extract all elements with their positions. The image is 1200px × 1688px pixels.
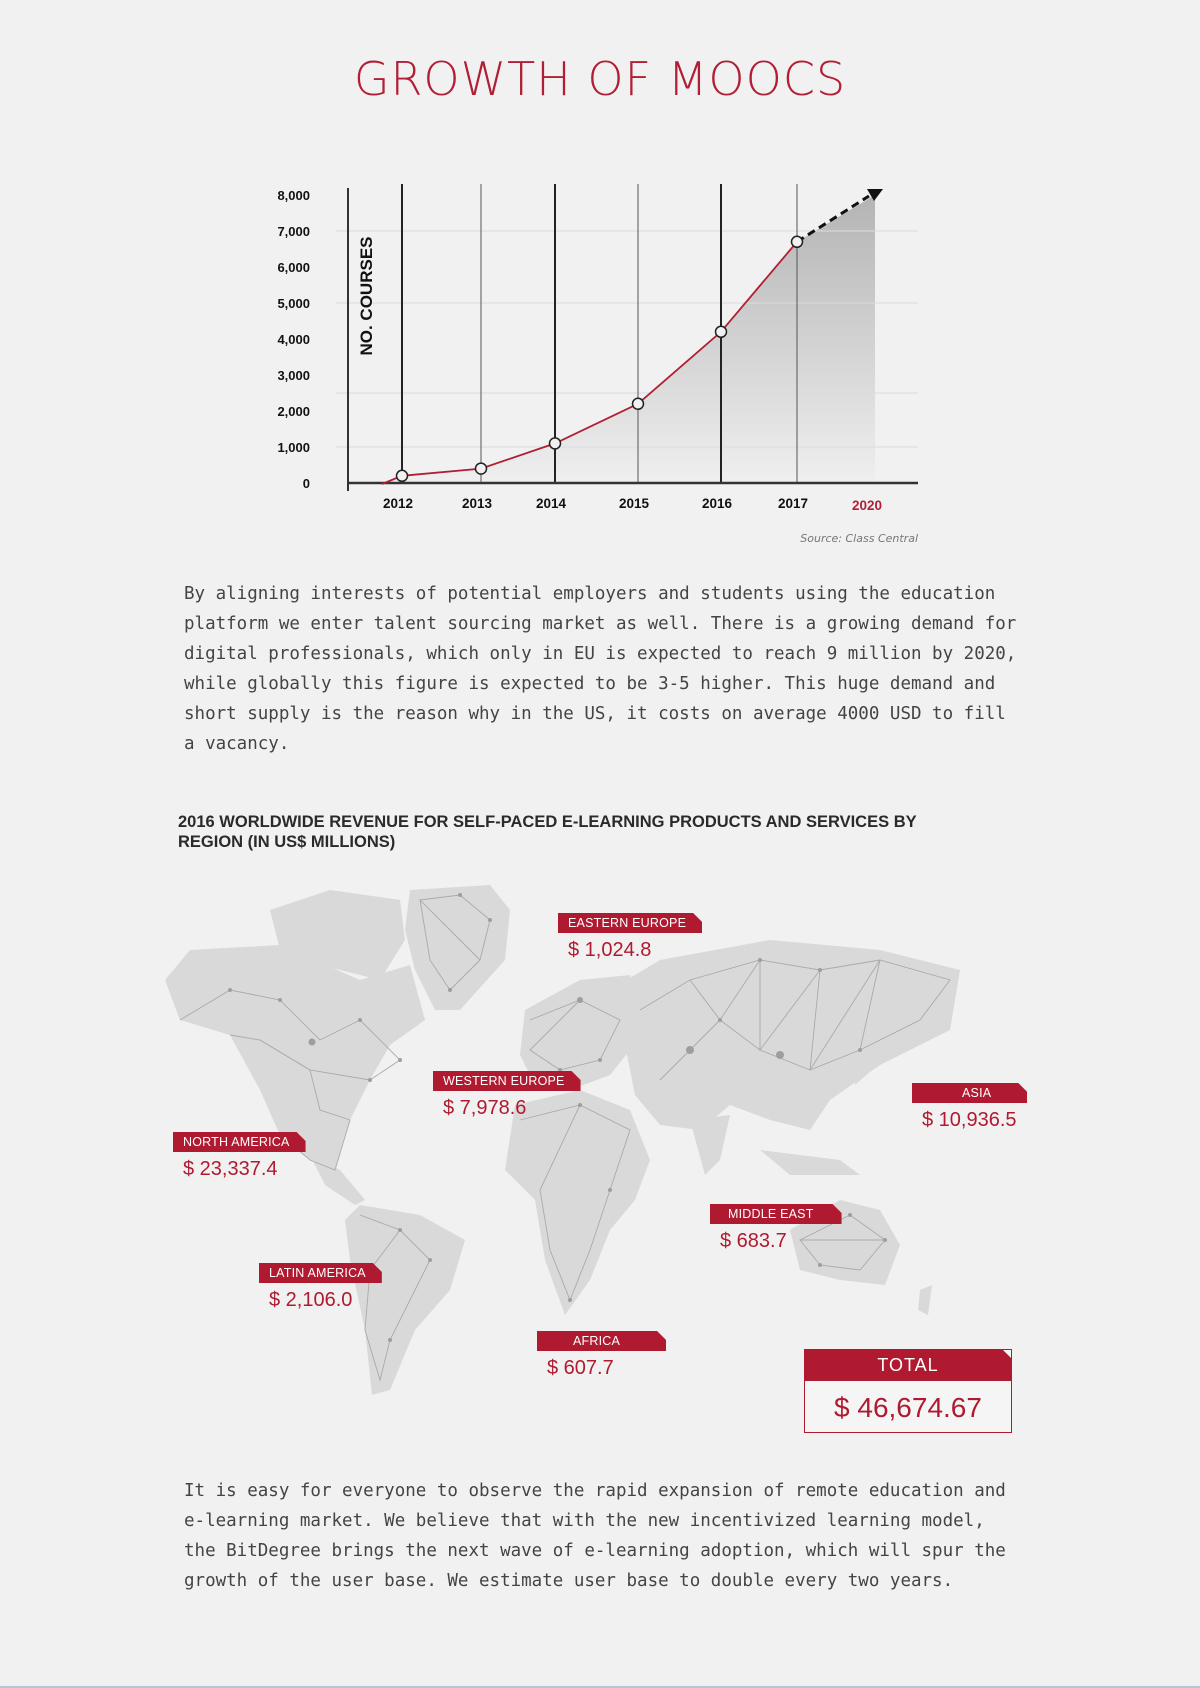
region-label: EASTERN EUROPE (558, 913, 702, 933)
page-title: GROWTH OF MOOCS (353, 52, 847, 106)
x-tick-label: 2017 (778, 496, 808, 511)
page-bottom-border (0, 1686, 1200, 1688)
new-zealand-shape (918, 1285, 932, 1315)
map-title: 2016 WORLDWIDE REVENUE FOR SELF-PACED E-… (178, 813, 917, 851)
region-value: $ 607.7 (547, 1357, 614, 1379)
chart-source: Source: Class Central (800, 532, 918, 545)
north-america-shape (165, 945, 425, 1170)
region-asia: ASIA $ 10,936.5 (912, 1083, 1027, 1132)
data-point (548, 437, 562, 450)
data-point (474, 462, 488, 475)
asia-shape (610, 940, 960, 1130)
projection-line (796, 194, 870, 244)
x-tick-label: 2013 (462, 496, 493, 511)
y-tick-label: 6,000 (277, 260, 310, 275)
chart-area-fill (402, 195, 875, 483)
x-tick-label: 2016 (702, 496, 733, 511)
x-tick-label-projection: 2020 (852, 498, 882, 513)
x-tick-label: 2012 (383, 496, 413, 511)
indonesia-shape (760, 1150, 860, 1175)
region-value: $ 1,024.8 (568, 939, 652, 961)
total-revenue-box: TOTAL $ 46,674.67 (804, 1349, 1012, 1433)
data-point (395, 469, 409, 483)
y-tick-label: 1,000 (277, 440, 310, 455)
total-label: TOTAL (804, 1349, 1012, 1381)
africa-shape (505, 1090, 650, 1315)
japan-shape (855, 1020, 875, 1085)
region-label: AFRICA (537, 1331, 666, 1351)
region-north-america: NORTH AMERICA $ 23,337.4 (173, 1132, 306, 1181)
x-tick-label: 2015 (619, 496, 650, 511)
south-asia-shape (690, 1115, 730, 1175)
region-label: ASIA (912, 1083, 1027, 1103)
data-point (714, 325, 728, 339)
y-tick-label: 8,000 (277, 188, 310, 203)
region-value: $ 10,936.5 (922, 1109, 1017, 1131)
region-value: $ 7,978.6 (443, 1097, 527, 1119)
y-tick-label: 7,000 (277, 224, 310, 239)
region-value: $ 23,337.4 (183, 1158, 278, 1180)
y-tick-label: 4,000 (277, 332, 310, 347)
region-middle-east: MIDDLE EAST $ 683.7 (710, 1204, 842, 1253)
total-value: $ 46,674.67 (834, 1392, 982, 1423)
greenland-shape (405, 885, 510, 1010)
x-tick-label: 2014 (536, 496, 567, 511)
y-tick-label: 3,000 (277, 368, 310, 383)
paragraph-elearning-expansion: It is easy for everyone to observe the r… (184, 1481, 1006, 1591)
region-value: $ 2,106.0 (269, 1289, 353, 1311)
region-label: LATIN AMERICA (259, 1263, 382, 1283)
projection-arrowhead (867, 189, 883, 201)
region-western-europe: WESTERN EUROPE $ 7,978.6 (433, 1071, 581, 1120)
data-point (790, 235, 804, 249)
region-label: MIDDLE EAST (710, 1204, 842, 1224)
region-eastern-europe: EASTERN EUROPE $ 1,024.8 (558, 913, 702, 962)
y-tick-label: 2,000 (277, 404, 310, 419)
data-point (631, 397, 645, 411)
y-tick-label: 0 (303, 476, 310, 491)
y-axis-label: NO. COURSES (357, 236, 376, 355)
central-america-shape (310, 1155, 365, 1205)
paragraph-talent-sourcing: By aligning interests of potential emplo… (184, 584, 1017, 754)
y-tick-label: 5,000 (277, 296, 310, 311)
world-map (165, 885, 960, 1395)
region-africa: AFRICA $ 607.7 (537, 1331, 666, 1380)
network-nodes (228, 893, 887, 1342)
europe-shape (520, 975, 640, 1090)
region-value: $ 683.7 (720, 1230, 787, 1252)
region-label: NORTH AMERICA (173, 1132, 306, 1152)
region-latin-america: LATIN AMERICA $ 2,106.0 (259, 1263, 382, 1312)
moocs-growth-chart: 0 1,000 2,000 3,000 4,000 5,000 6,000 7,000 8,00… (277, 184, 918, 545)
south-america-shape (345, 1205, 465, 1395)
region-label: WESTERN EUROPE (433, 1071, 581, 1091)
